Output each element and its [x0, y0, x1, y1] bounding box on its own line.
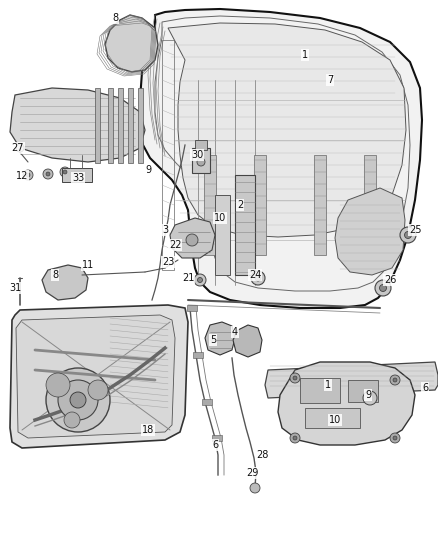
- Polygon shape: [42, 265, 88, 300]
- Text: 10: 10: [329, 415, 341, 425]
- Bar: [128, 88, 133, 163]
- Polygon shape: [140, 9, 422, 308]
- Bar: [95, 88, 100, 163]
- Circle shape: [379, 285, 386, 292]
- Circle shape: [194, 274, 206, 286]
- Text: 8: 8: [112, 13, 118, 23]
- Circle shape: [250, 483, 260, 493]
- Polygon shape: [233, 325, 262, 357]
- Bar: [187, 305, 197, 311]
- Text: 21: 21: [182, 273, 194, 283]
- Circle shape: [363, 391, 377, 405]
- Bar: [118, 88, 123, 163]
- Circle shape: [255, 275, 261, 281]
- Bar: [195, 140, 207, 150]
- Text: 5: 5: [210, 335, 216, 345]
- Text: 23: 23: [162, 257, 174, 267]
- Text: 28: 28: [256, 450, 268, 460]
- Text: 25: 25: [409, 225, 421, 235]
- Text: 24: 24: [249, 270, 261, 280]
- Polygon shape: [278, 362, 415, 445]
- Text: 6: 6: [422, 383, 428, 393]
- Circle shape: [293, 376, 297, 380]
- Circle shape: [390, 433, 400, 443]
- Text: 3: 3: [162, 225, 168, 235]
- Polygon shape: [10, 88, 145, 162]
- Bar: [212, 435, 222, 441]
- Circle shape: [26, 173, 30, 177]
- Circle shape: [46, 373, 70, 397]
- Circle shape: [400, 227, 416, 243]
- Circle shape: [88, 380, 108, 400]
- Circle shape: [251, 271, 265, 285]
- Text: 4: 4: [232, 327, 238, 337]
- Bar: [215, 195, 230, 275]
- Bar: [204, 155, 216, 255]
- Bar: [108, 88, 113, 163]
- Circle shape: [64, 412, 80, 428]
- Text: 33: 33: [72, 173, 84, 183]
- Text: 27: 27: [12, 143, 24, 153]
- Text: 9: 9: [365, 390, 371, 400]
- Text: 7: 7: [327, 75, 333, 85]
- Circle shape: [43, 169, 53, 179]
- Text: 22: 22: [169, 240, 181, 250]
- Circle shape: [70, 392, 86, 408]
- Circle shape: [63, 170, 67, 174]
- Polygon shape: [265, 362, 438, 398]
- Bar: [192, 148, 210, 173]
- Polygon shape: [170, 218, 215, 258]
- Circle shape: [23, 170, 33, 180]
- Bar: [235, 175, 255, 275]
- Circle shape: [405, 231, 411, 238]
- Text: 29: 29: [246, 468, 258, 478]
- Bar: [254, 155, 266, 255]
- Circle shape: [393, 436, 397, 440]
- Circle shape: [375, 280, 391, 296]
- Circle shape: [58, 380, 98, 420]
- Bar: [348, 380, 378, 402]
- Circle shape: [60, 167, 70, 177]
- Text: 10: 10: [214, 213, 226, 223]
- Circle shape: [290, 433, 300, 443]
- Text: 6: 6: [212, 440, 218, 450]
- Text: 12: 12: [16, 171, 28, 181]
- Text: 8: 8: [52, 270, 58, 280]
- Text: 2: 2: [237, 200, 243, 210]
- Bar: [364, 155, 376, 255]
- Bar: [162, 40, 174, 270]
- Bar: [193, 352, 203, 358]
- Polygon shape: [10, 305, 188, 448]
- Polygon shape: [16, 315, 175, 438]
- Circle shape: [46, 172, 50, 176]
- Circle shape: [16, 144, 24, 152]
- Text: 26: 26: [384, 275, 396, 285]
- Circle shape: [197, 158, 205, 166]
- Text: 1: 1: [325, 380, 331, 390]
- Circle shape: [293, 436, 297, 440]
- Text: 31: 31: [9, 283, 21, 293]
- Text: 11: 11: [82, 260, 94, 270]
- Bar: [300, 378, 340, 403]
- Circle shape: [46, 368, 110, 432]
- Text: 30: 30: [191, 150, 203, 160]
- Bar: [305, 408, 360, 428]
- Bar: [314, 155, 326, 255]
- Bar: [62, 168, 92, 182]
- Polygon shape: [105, 15, 158, 72]
- Bar: [138, 88, 143, 163]
- Circle shape: [393, 378, 397, 382]
- Circle shape: [290, 373, 300, 383]
- Text: 9: 9: [145, 165, 151, 175]
- Polygon shape: [335, 188, 405, 275]
- Polygon shape: [168, 23, 406, 237]
- Text: 18: 18: [142, 425, 154, 435]
- Text: 1: 1: [302, 50, 308, 60]
- Circle shape: [186, 234, 198, 246]
- Circle shape: [390, 375, 400, 385]
- Polygon shape: [205, 322, 235, 355]
- Circle shape: [198, 278, 202, 282]
- Bar: [202, 399, 212, 405]
